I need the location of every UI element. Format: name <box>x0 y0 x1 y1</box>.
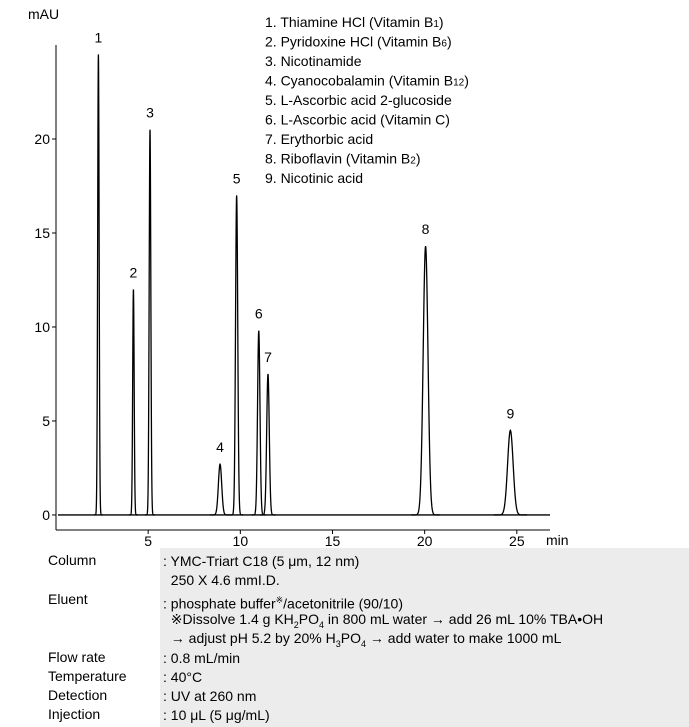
y-tick-label: 10 <box>34 319 50 335</box>
legend-text: 3. Nicotinamide <box>265 53 362 69</box>
peak <box>230 195 244 516</box>
legend-entry: 7. Erythorbic acid <box>265 131 373 147</box>
y-tick-label: 15 <box>34 225 50 241</box>
peak-label: 4 <box>216 439 224 455</box>
condition-label: Injection <box>48 706 101 723</box>
legend-text: 12 <box>453 78 465 89</box>
legend-text: 6 <box>441 39 447 50</box>
peak <box>210 462 231 516</box>
conditions: Column : YMC-Triart C18 (5 μm, 12 nm) 250… <box>0 548 689 727</box>
condition-value: : 40°C <box>163 668 202 687</box>
condition-value: : YMC-Triart C18 (5 μm, 12 nm) <box>163 552 359 571</box>
condition-text: : 40°C <box>163 668 203 685</box>
condition-text: : 0.8 mL/min <box>163 649 241 666</box>
condition-text: 2 <box>293 619 299 630</box>
x-tick-label: 10 <box>233 533 249 548</box>
condition-value: : UV at 260 nm <box>163 687 256 706</box>
condition-text: : YMC-Triart C18 (5 μm, 12 nm) <box>163 553 360 569</box>
legend-entry: 3. Nicotinamide <box>265 53 362 69</box>
condition-value: 250 X 4.6 mmI.D. <box>163 571 280 590</box>
peak <box>128 289 138 516</box>
condition-text: ※ <box>275 594 284 605</box>
x-tick-label: 15 <box>325 533 341 548</box>
legend-text: 1 <box>433 19 439 30</box>
legend-entry: 5. L-Ascorbic acid 2-glucoside <box>265 92 452 108</box>
condition-label: Flow rate <box>48 648 106 665</box>
peak <box>93 54 103 516</box>
condition-value: : 10 μL (5 μg/mL) <box>163 706 270 725</box>
condition-text: : phosphate buffer <box>163 595 276 612</box>
peak-label: 2 <box>130 264 138 280</box>
legend-entry: 8. Riboflavin (Vitamin B2) <box>265 151 420 167</box>
legend-entry: 2. Pyridoxine HCl (Vitamin B6) <box>265 34 452 50</box>
legend-text: ) <box>439 14 444 30</box>
condition-value: : 0.8 mL/min <box>163 649 240 668</box>
peak-label: 3 <box>146 105 154 121</box>
legend-text: 2. Pyridoxine HCl (Vitamin B <box>265 34 441 50</box>
x-tick-label: 25 <box>509 533 525 548</box>
legend-text: 2 <box>410 156 416 167</box>
condition-text: → adjust pH 5.2 by 20% H <box>163 630 336 647</box>
y-axis-label: mAU <box>28 6 59 22</box>
legend-entry: 4. Cyanocobalamin (Vitamin B12) <box>265 73 469 89</box>
condition-label: Detection <box>48 687 108 704</box>
legend-text: 7. Erythorbic acid <box>265 131 373 147</box>
condition-label: Column <box>48 552 97 568</box>
x-tick-label: 20 <box>417 533 433 548</box>
legend-text: 4. Cyanocobalamin (Vitamin B <box>265 73 453 89</box>
condition-value: ※Dissolve 1.4 g KH2PO4 in 800 mL water →… <box>163 610 603 635</box>
condition-text: /acetonitrile (90/10) <box>283 595 403 612</box>
legend-text: 1. Thiamine HCl (Vitamin B <box>265 14 433 30</box>
y-tick-label: 0 <box>42 507 50 523</box>
legend-text: 5. L-Ascorbic acid 2-glucoside <box>265 92 452 108</box>
condition-text: : 10 μL (5 μg/mL) <box>163 707 270 724</box>
peak-label: 1 <box>94 29 102 45</box>
condition-text: 3 <box>335 638 341 649</box>
condition-text: ※Dissolve 1.4 g KH <box>163 610 294 627</box>
condition-text: 4 <box>319 619 325 630</box>
legend-entry: 9. Nicotinic acid <box>265 170 363 186</box>
x-tick-label: 5 <box>144 533 152 548</box>
peak-label: 7 <box>264 349 272 365</box>
y-tick-label: 20 <box>34 131 50 147</box>
condition-text: : UV at 260 nm <box>163 688 257 705</box>
x-axis-label: min <box>546 532 569 548</box>
condition-text: PO <box>340 630 362 647</box>
condition-text: in 800 mL water → add 26 mL 10% TBA•OH <box>324 610 604 627</box>
legend-text: ) <box>447 34 452 50</box>
condition-text: 250 X 4.6 mmI.D. <box>163 572 280 589</box>
condition-value: → adjust pH 5.2 by 20% H3PO4 → add water… <box>163 629 562 654</box>
y-tick-label: 5 <box>42 413 50 429</box>
condition-text: 4 <box>361 638 367 649</box>
legend-entry: 1. Thiamine HCl (Vitamin B1) <box>265 14 444 30</box>
legend-text: ) <box>464 73 469 89</box>
condition-text: → add water to make 1000 mL <box>366 630 562 647</box>
legend-text: ) <box>416 151 421 167</box>
peak <box>145 129 155 516</box>
peak <box>493 429 527 516</box>
peak <box>260 373 276 516</box>
peak <box>411 246 440 516</box>
legend-text: 8. Riboflavin (Vitamin B <box>265 151 410 167</box>
legend-text: 9. Nicotinic acid <box>265 170 363 186</box>
peak-label: 9 <box>506 405 514 421</box>
condition-label: Temperature <box>48 667 127 684</box>
condition-text: PO <box>298 610 320 627</box>
peak-label: 8 <box>422 221 430 237</box>
condition-value: : phosphate buffer※/acetonitrile (90/10) <box>163 591 403 614</box>
legend-entry: 6. L-Ascorbic acid (Vitamin C) <box>265 112 450 128</box>
peak-label: 6 <box>255 306 263 322</box>
condition-label: Eluent <box>48 590 88 607</box>
peak-label: 5 <box>233 170 241 186</box>
legend-text: 6. L-Ascorbic acid (Vitamin C) <box>265 112 450 128</box>
